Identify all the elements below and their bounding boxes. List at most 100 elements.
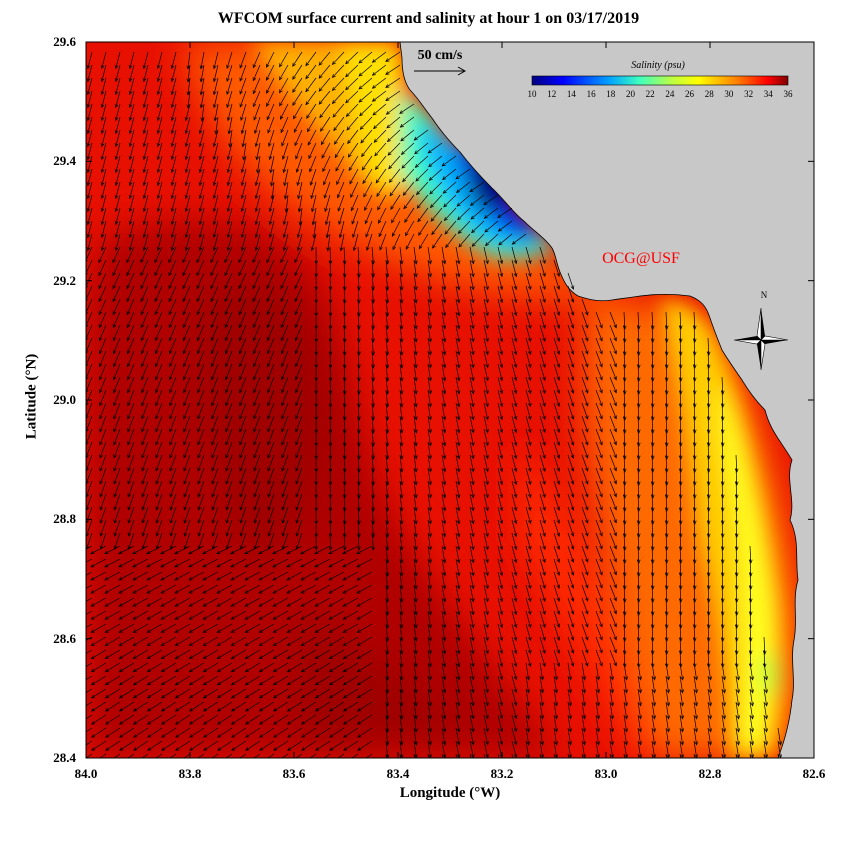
current-vector-arrow [226, 142, 233, 161]
current-vector-arrow [609, 311, 617, 329]
current-vector-arrow [636, 467, 641, 486]
current-vector-arrow [155, 389, 163, 407]
current-vector-arrow [100, 77, 107, 96]
current-vector-arrow [581, 623, 589, 641]
current-vector-arrow [155, 506, 163, 524]
current-vector-arrow [273, 727, 289, 738]
current-vector-arrow [132, 597, 149, 607]
current-vector-arrow [609, 532, 617, 550]
current-vector-arrow [365, 220, 373, 238]
current-vector-arrow [346, 116, 359, 131]
current-vector-arrow [328, 480, 333, 499]
current-vector-arrow [497, 558, 504, 577]
current-vector-arrow [399, 532, 404, 551]
current-vector-arrow [267, 506, 275, 524]
current-vector-arrow [339, 233, 345, 252]
current-vector-arrow [240, 194, 247, 213]
current-vector-arrow [197, 389, 205, 407]
current-vector-arrow [244, 623, 261, 633]
current-vector-arrow [100, 142, 107, 161]
current-vector-arrow [650, 493, 655, 512]
current-vector-arrow [567, 597, 575, 615]
current-vector-arrow [441, 402, 447, 421]
current-vector-arrow [720, 532, 725, 551]
current-vector-arrow [595, 363, 603, 381]
current-vector-arrow [253, 454, 261, 472]
current-vector-arrow [266, 324, 275, 342]
current-vector-arrow [216, 675, 233, 686]
current-vector-arrow [267, 454, 275, 472]
current-vector-arrow [567, 376, 575, 394]
current-vector-arrow [86, 714, 93, 720]
current-vector-arrow [128, 142, 135, 161]
current-vector-arrow [581, 428, 589, 446]
current-vector-arrow [525, 610, 532, 629]
current-vector-arrow [399, 467, 404, 486]
current-vector-arrow [342, 519, 347, 538]
current-vector-arrow [342, 545, 359, 555]
current-vector-arrow [595, 558, 603, 576]
current-vector-arrow [196, 246, 205, 264]
compass-rose-icon: N [733, 290, 789, 371]
current-vector-arrow [183, 454, 191, 472]
current-vector-arrow [358, 77, 373, 90]
current-vector-arrow [539, 532, 546, 551]
current-vector-arrow [336, 181, 345, 199]
current-vector-arrow [511, 571, 518, 590]
current-vector-arrow [650, 389, 655, 408]
current-vector-arrow [553, 311, 561, 329]
current-vector-arrow [539, 402, 546, 421]
current-vector-arrow [441, 597, 447, 616]
current-vector-arrow [497, 428, 504, 447]
current-vector-arrow [211, 506, 219, 524]
current-vector-arrow [267, 480, 275, 498]
current-vector-arrow [511, 753, 514, 758]
current-vector-arrow [197, 467, 205, 485]
current-vector-arrow [286, 623, 303, 633]
x-tick-label: 83.0 [594, 766, 618, 781]
current-vector-arrow [127, 441, 135, 459]
current-vector-arrow [525, 519, 532, 538]
current-vector-arrow [637, 688, 643, 707]
current-vector-arrow [539, 714, 545, 733]
current-vector-arrow [471, 233, 485, 247]
current-vector-arrow [324, 194, 331, 213]
current-vector-arrow [189, 727, 205, 738]
current-vector-arrow [146, 545, 163, 555]
current-vector-arrow [99, 428, 107, 446]
current-vector-arrow [211, 376, 219, 394]
current-vector-arrow [622, 441, 627, 460]
current-vector-arrow [231, 727, 247, 738]
current-vector-arrow [636, 519, 641, 538]
current-vector-arrow [197, 753, 205, 758]
current-vector-arrow [328, 701, 345, 712]
current-vector-arrow [300, 701, 317, 712]
current-vector-arrow [511, 519, 518, 538]
current-vector-arrow [104, 571, 121, 581]
current-vector-arrow [692, 610, 697, 629]
current-vector-arrow [254, 207, 261, 226]
current-vector-arrow [188, 649, 205, 660]
current-vector-arrow [567, 545, 575, 563]
current-vector-arrow [581, 558, 589, 576]
current-vector-arrow [244, 584, 261, 594]
current-vector-arrow [198, 233, 205, 252]
current-vector-arrow [427, 285, 432, 304]
current-vector-arrow [118, 714, 135, 725]
current-vector-arrow [763, 662, 769, 681]
current-vector-arrow [664, 415, 669, 434]
current-vector-arrow [281, 753, 289, 758]
current-vector-arrow [622, 584, 627, 603]
current-vector-arrow [707, 688, 713, 707]
current-vector-arrow [413, 350, 418, 369]
current-vector-arrow [202, 649, 219, 660]
current-vector-arrow [155, 441, 163, 459]
current-vector-arrow [168, 311, 177, 329]
current-vector-arrow [104, 597, 121, 607]
current-vector-arrow [174, 597, 191, 607]
current-vector-arrow [413, 649, 418, 668]
current-vector-arrow [692, 389, 697, 408]
current-vector-arrow [414, 155, 429, 168]
current-vector-arrow [170, 194, 177, 213]
current-vector-arrow [595, 649, 603, 667]
